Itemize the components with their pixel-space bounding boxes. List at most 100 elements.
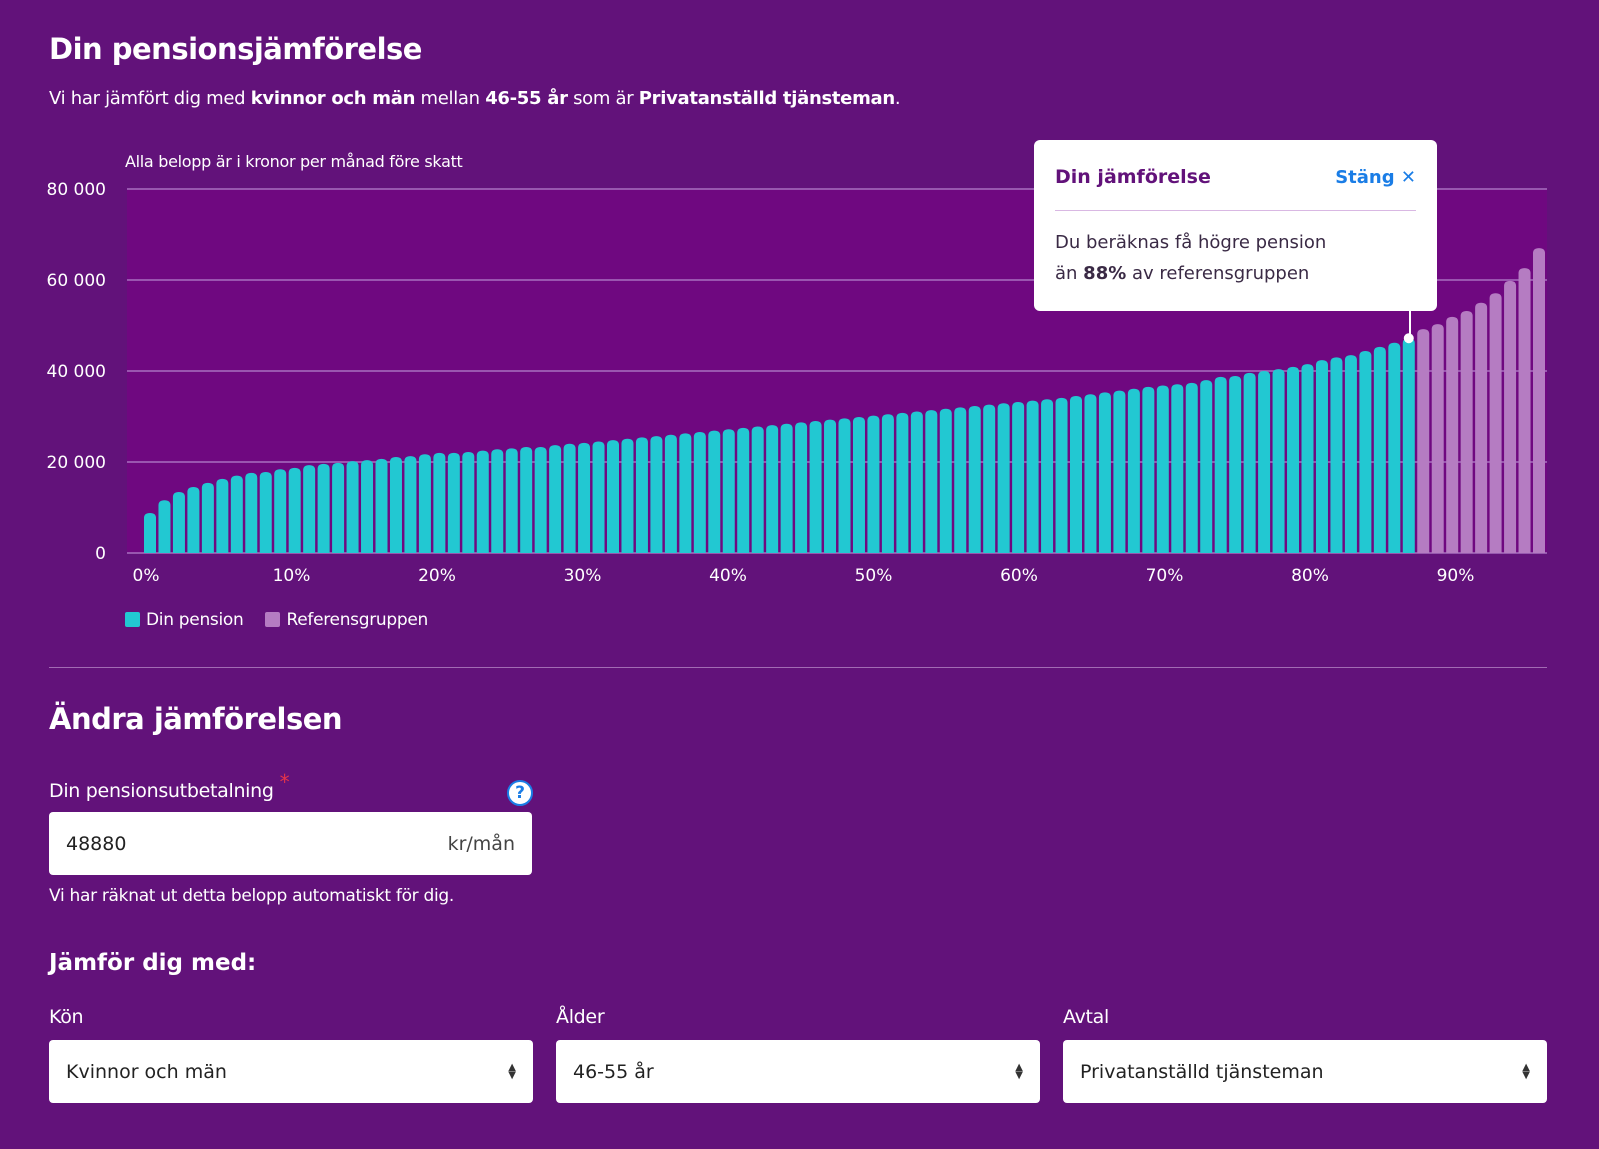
x-tick-label: 20% bbox=[418, 566, 456, 586]
bar-din-pension bbox=[1156, 385, 1169, 553]
bar-din-pension bbox=[780, 423, 793, 553]
tooltip-close-button[interactable]: Stäng ✕ bbox=[1335, 166, 1416, 188]
bar-din-pension bbox=[1359, 350, 1372, 553]
bar-din-pension bbox=[404, 456, 417, 553]
bar-din-pension bbox=[375, 458, 388, 553]
help-icon[interactable]: ? bbox=[507, 780, 533, 806]
bar-din-pension bbox=[361, 460, 374, 553]
bar-din-pension bbox=[158, 500, 171, 553]
bar-din-pension bbox=[549, 445, 562, 553]
bar-din-pension bbox=[1272, 369, 1285, 553]
bar-din-pension bbox=[259, 472, 272, 553]
bar-din-pension bbox=[418, 454, 431, 553]
bar-din-pension bbox=[462, 451, 475, 553]
bar-din-pension bbox=[1344, 355, 1357, 553]
bar-din-pension bbox=[520, 446, 533, 553]
gender-label: Kön bbox=[49, 1006, 84, 1028]
bar-din-pension bbox=[288, 467, 301, 553]
bar-din-pension bbox=[1243, 372, 1256, 553]
bar-din-pension bbox=[476, 450, 489, 553]
bar-din-pension bbox=[1055, 397, 1068, 553]
bar-referensgruppen bbox=[1460, 310, 1473, 553]
comparison-tooltip: Din jämförelse Stäng ✕ Du beräknas få hö… bbox=[1034, 140, 1437, 311]
bar-din-pension bbox=[1113, 390, 1126, 553]
bar-din-pension bbox=[954, 407, 967, 553]
bar-din-pension bbox=[433, 452, 446, 553]
bar-din-pension bbox=[766, 425, 779, 553]
legend-item-referensgruppen: Referensgruppen bbox=[265, 610, 428, 630]
pension-input[interactable]: 48880 kr/mån bbox=[49, 812, 532, 875]
bar-din-pension bbox=[1171, 384, 1184, 553]
section-divider bbox=[49, 667, 1547, 668]
bar-din-pension bbox=[578, 442, 591, 553]
bar-din-pension bbox=[187, 487, 200, 553]
bar-din-pension bbox=[1200, 380, 1213, 553]
bar-din-pension bbox=[824, 419, 837, 553]
bar-din-pension bbox=[346, 461, 359, 553]
bar-referensgruppen bbox=[1533, 248, 1545, 553]
age-label: Ålder bbox=[556, 1006, 605, 1028]
highlight-marker bbox=[1403, 333, 1414, 344]
bar-din-pension bbox=[838, 418, 851, 553]
bar-referensgruppen bbox=[1446, 316, 1459, 553]
bar-din-pension bbox=[1070, 396, 1082, 553]
gender-select[interactable]: Kvinnor och män ▲ ▼ bbox=[49, 1040, 533, 1103]
sort-arrows-icon: ▲ ▼ bbox=[508, 1061, 516, 1081]
bar-din-pension bbox=[751, 426, 764, 553]
bar-din-pension bbox=[1026, 400, 1039, 553]
bar-din-pension bbox=[607, 440, 619, 553]
bar-din-pension bbox=[968, 406, 981, 553]
bar-din-pension bbox=[650, 436, 663, 553]
age-select[interactable]: 46-55 år ▲ ▼ bbox=[556, 1040, 1040, 1103]
bar-din-pension bbox=[534, 446, 547, 553]
y-tick-label: 20 000 bbox=[47, 453, 106, 473]
bar-din-pension bbox=[881, 414, 894, 553]
bar-din-pension bbox=[1330, 357, 1343, 553]
bar-din-pension bbox=[303, 465, 316, 553]
bar-referensgruppen bbox=[1518, 268, 1531, 553]
bar-din-pension bbox=[1214, 376, 1227, 553]
x-tick-label: 90% bbox=[1437, 566, 1475, 586]
bar-din-pension bbox=[1098, 392, 1111, 553]
bar-din-pension bbox=[795, 422, 808, 553]
bar-din-pension bbox=[1041, 399, 1054, 553]
helper-text: Vi har räknat ut detta belopp automatisk… bbox=[49, 886, 454, 906]
required-mark: * bbox=[279, 770, 290, 794]
x-tick-label: 60% bbox=[1000, 566, 1038, 586]
y-tick-label: 40 000 bbox=[47, 362, 106, 382]
bar-referensgruppen bbox=[1504, 280, 1517, 553]
section-title: Ändra jämförelsen bbox=[49, 702, 343, 736]
bar-din-pension bbox=[491, 449, 504, 553]
bar-din-pension bbox=[1229, 376, 1242, 553]
bar-din-pension bbox=[144, 512, 156, 553]
bar-din-pension bbox=[1084, 394, 1097, 553]
bar-din-pension bbox=[621, 438, 634, 553]
x-tick-label: 0% bbox=[133, 566, 160, 586]
bar-din-pension bbox=[505, 448, 518, 553]
bar-din-pension bbox=[230, 475, 243, 553]
x-tick-label: 40% bbox=[709, 566, 747, 586]
bar-din-pension bbox=[245, 472, 258, 553]
chart-note: Alla belopp är i kronor per månad före s… bbox=[125, 152, 463, 171]
bar-referensgruppen bbox=[1475, 302, 1488, 553]
bar-din-pension bbox=[1142, 386, 1155, 553]
x-tick-label: 50% bbox=[855, 566, 893, 586]
bar-din-pension bbox=[1185, 382, 1198, 553]
bar-din-pension bbox=[172, 492, 185, 553]
pension-label: Din pensionsutbetalning * bbox=[49, 770, 290, 802]
bar-din-pension bbox=[1287, 366, 1300, 553]
bar-din-pension bbox=[997, 403, 1010, 553]
bar-din-pension bbox=[1315, 360, 1328, 553]
bar-din-pension bbox=[925, 410, 938, 553]
chart-legend: Din pension Referensgruppen bbox=[125, 610, 428, 630]
x-tick-label: 30% bbox=[564, 566, 602, 586]
agreement-select[interactable]: Privatanställd tjänsteman ▲ ▼ bbox=[1063, 1040, 1547, 1103]
bar-din-pension bbox=[274, 469, 287, 553]
bar-din-pension bbox=[332, 462, 345, 553]
unit-label: kr/mån bbox=[447, 832, 515, 855]
bar-din-pension bbox=[867, 415, 880, 553]
page-subtitle: Vi har jämfört dig med kvinnor och män m… bbox=[49, 88, 901, 109]
tooltip-body: Du beräknas få högre pension än 88% av r… bbox=[1055, 232, 1327, 284]
bar-din-pension bbox=[737, 427, 750, 553]
bar-din-pension bbox=[216, 478, 229, 553]
